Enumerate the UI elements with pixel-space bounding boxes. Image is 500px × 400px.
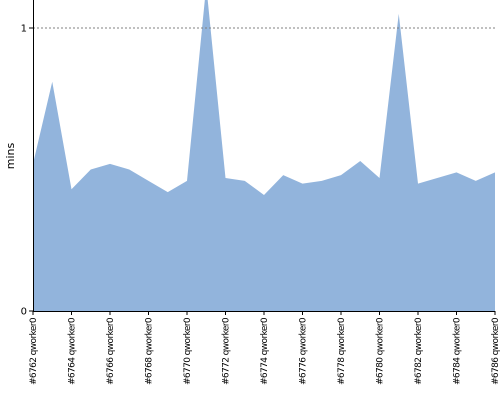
x-tick-label: #6762 qworker0 [29,317,39,385]
series-area [33,0,495,311]
x-tick-label: #6786 qworker0 [491,317,500,385]
x-tick-label: #6766 qworker0 [106,317,116,385]
plot-area [33,0,495,312]
y-tick-label: 1 [21,24,27,35]
x-tick-label: #6782 qworker0 [414,317,424,385]
x-tick-label: #6780 qworker0 [376,317,386,385]
x-tick-label: #6774 qworker0 [260,317,270,385]
x-axis-ticks: #6762 qworker0 #6764 qworker0 #6766 qworke… [29,311,500,385]
x-tick-label: #6778 qworker0 [337,317,347,385]
x-tick-label: #6764 qworker0 [68,317,78,385]
y-axis-title: mins [4,142,17,169]
x-tick-label: #6768 qworker0 [145,317,155,385]
x-tick-label: #6776 qworker0 [299,317,309,385]
x-tick-label: #6770 qworker0 [183,317,193,385]
x-tick-label: #6772 qworker0 [222,317,232,385]
y-tick-label: 0 [21,307,27,318]
x-tick-label: #6784 qworker0 [453,317,463,385]
y-axis-ticks: 01 [21,24,33,318]
